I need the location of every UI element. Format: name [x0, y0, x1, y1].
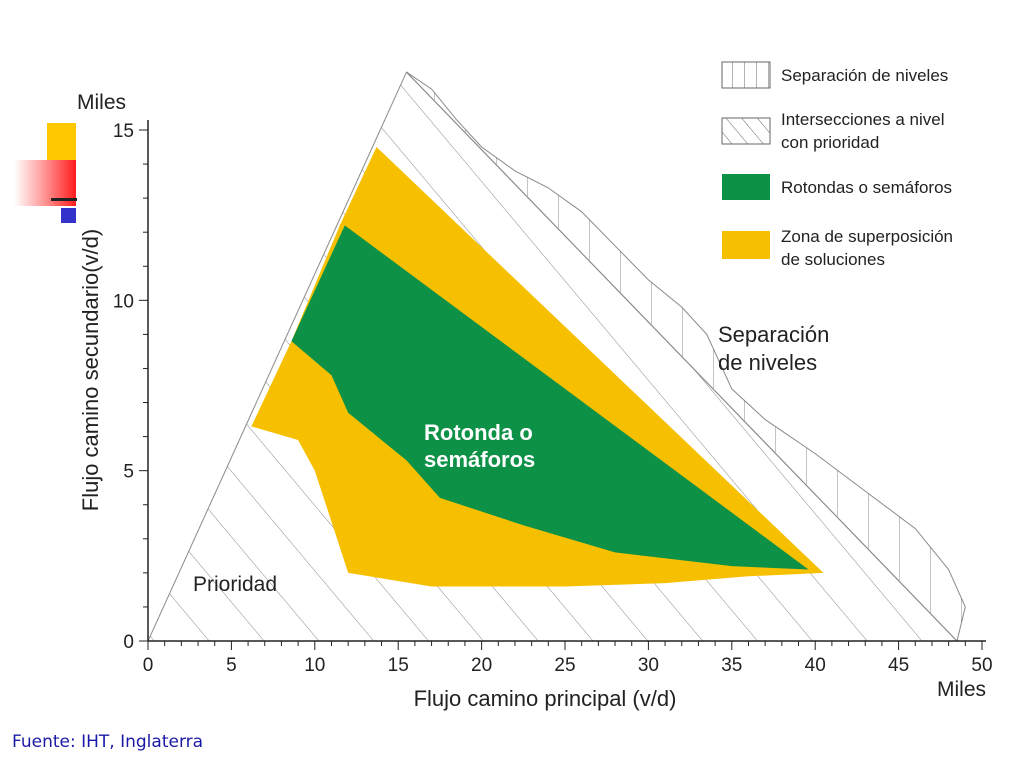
x-tick-label: 35 — [721, 655, 742, 676]
legend-label: Zona de superposición — [781, 227, 953, 246]
annotation-prioridad: Prioridad — [193, 573, 277, 596]
x-tick-label: 30 — [638, 655, 659, 676]
legend-label: de soluciones — [781, 250, 885, 269]
legend-swatch-vertical-hatch — [721, 61, 771, 89]
x-tick-label: 40 — [805, 655, 826, 676]
annotation-rotonda-line2: semáforos — [424, 447, 535, 472]
decorative-black-line — [51, 198, 77, 201]
legend-item-rotondas: Rotondas o semáforos — [722, 174, 952, 200]
x-tick-label: 45 — [888, 655, 909, 676]
x-tick-label: 25 — [554, 655, 575, 676]
y-tick-label: 5 — [123, 462, 134, 483]
x-axis-unit: Miles — [937, 678, 986, 701]
x-tick-label: 50 — [971, 655, 992, 676]
legend-label: Intersecciones a nivel — [781, 110, 944, 129]
y-tick-label: 10 — [113, 291, 134, 312]
annotation-separacion-line2: de niveles — [718, 350, 817, 375]
region-separacion-de-niveles — [406, 71, 966, 642]
legend-label: con prioridad — [781, 133, 879, 152]
x-tick-label: 15 — [388, 655, 409, 676]
y-axis-unit: Miles — [77, 91, 126, 114]
x-tick-label: 10 — [304, 655, 325, 676]
chart-legend: Separación de niveles Intersecciones a n… — [721, 61, 953, 269]
x-tick-label: 0 — [143, 655, 154, 676]
y-tick-label: 0 — [123, 632, 134, 653]
chart-regions — [147, 71, 966, 642]
chart-axes: 0 5 10 15 20 25 30 35 40 45 50 0 5 10 15 — [113, 120, 993, 676]
region-rotondas — [291, 225, 809, 570]
decorative-yellow-square — [47, 123, 76, 160]
legend-item-superposicion: Zona de superposición de soluciones — [722, 227, 953, 269]
legend-swatch-diagonal-hatch — [721, 117, 771, 145]
legend-label: Separación de niveles — [781, 66, 948, 85]
y-tick-label: 15 — [113, 121, 134, 142]
x-tick-label: 5 — [226, 655, 237, 676]
decorative-blue-square — [61, 208, 76, 223]
x-tick-label: 20 — [471, 655, 492, 676]
legend-swatch-green — [722, 174, 770, 200]
legend-label: Rotondas o semáforos — [781, 178, 952, 197]
annotation-rotonda-line1: Rotonda o — [424, 420, 533, 445]
source-note: Fuente: IHT, Inglaterra — [12, 732, 204, 752]
y-axis-label: Flujo camino secundario(v/d) — [78, 229, 103, 511]
x-axis-label: Flujo camino principal (v/d) — [414, 686, 677, 711]
legend-item-separacion: Separación de niveles — [721, 61, 948, 89]
legend-swatch-yellow — [722, 231, 770, 259]
legend-item-prioridad: Intersecciones a nivel con prioridad — [721, 110, 944, 152]
annotation-separacion-line1: Separación — [718, 322, 829, 347]
